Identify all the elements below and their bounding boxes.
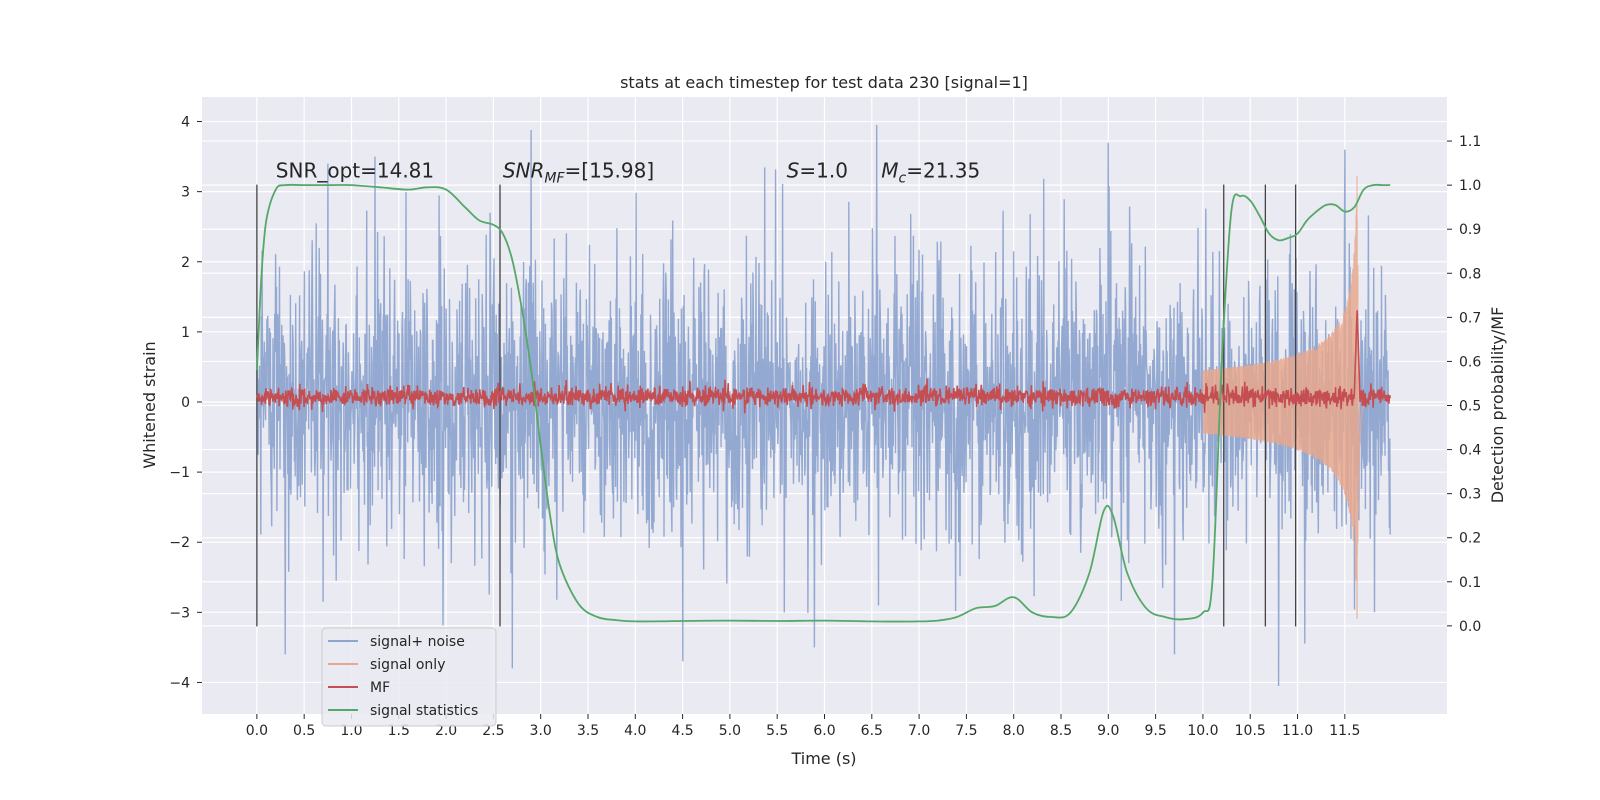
legend: signal+ noise signal only MF signal statist…: [321, 627, 497, 727]
x-tick-label: 2.5: [482, 723, 504, 739]
y-right-tick-label: 0.4: [1459, 443, 1481, 459]
y-right-tick-label: 0.6: [1459, 354, 1481, 370]
x-tick-label: 10.0: [1187, 723, 1218, 739]
signal-statistics-line: [255, 183, 1391, 623]
legend-label: signal only: [370, 657, 445, 673]
legend-label: signal statistics: [370, 703, 478, 719]
x-tick-label: 8.0: [1003, 723, 1025, 739]
x-axis-ticks: 0.0 0.5 1.0 1.5 2.0 2.5 3.0 3.5 4.0 4.5 5.0 5.5 6.0 6…: [246, 714, 1360, 739]
x-tick-label: 11.5: [1329, 723, 1360, 739]
y-right-tick-label: 0.0: [1459, 619, 1481, 635]
y-tick-label: 4: [181, 115, 190, 131]
legend-box: [321, 627, 497, 727]
y-axis-right-label: Detection probability/MF: [1488, 307, 1507, 504]
signal-only-series: [1202, 175, 1365, 619]
y-right-tick-label: 1.1: [1459, 134, 1481, 150]
y-tick-label: 1: [181, 325, 190, 341]
x-tick-label: 11.0: [1282, 723, 1313, 739]
mf-line: [256, 310, 1391, 414]
x-tick-label: 8.5: [1050, 723, 1072, 739]
annotation-text: Mc=21.35: [881, 159, 980, 187]
y-axis-left-ticks: −4 −3 −2 −1 0 1 2 3 4: [169, 115, 202, 691]
y-axis-label: Whitened strain: [140, 341, 159, 468]
y-right-tick-label: 0.7: [1459, 310, 1481, 326]
x-tick-label: 1.5: [388, 723, 410, 739]
legend-label: signal+ noise: [370, 634, 465, 650]
x-axis-label: Time (s): [790, 749, 856, 768]
x-tick-label: 5.5: [766, 723, 788, 739]
x-tick-label: 4.5: [671, 723, 693, 739]
x-tick-label: 7.0: [908, 723, 930, 739]
y-right-tick-label: 1.0: [1459, 178, 1481, 194]
x-tick-label: 10.5: [1235, 723, 1266, 739]
x-tick-label: 0.5: [293, 723, 315, 739]
x-tick-label: 1.0: [340, 723, 362, 739]
x-tick-label: 3.5: [577, 723, 599, 739]
x-tick-label: 6.0: [813, 723, 835, 739]
x-tick-label: 7.5: [955, 723, 977, 739]
x-tick-label: 5.0: [719, 723, 741, 739]
y-right-tick-label: 0.5: [1459, 399, 1481, 415]
y-tick-label: −3: [169, 605, 190, 621]
chart-title: stats at each timestep for test data 230…: [620, 73, 1028, 92]
annotations: SNR_opt=14.81 SNRMF=[15.98] S=1.0 Mc=21.35: [276, 159, 980, 187]
x-tick-label: 9.0: [1097, 723, 1119, 739]
x-tick-label: 4.0: [624, 723, 646, 739]
y-tick-label: −4: [169, 675, 190, 691]
signal-statistics-series: [255, 183, 1391, 623]
y-axis-right-ticks: 0.0 0.1 0.2 0.3 0.4 0.5 0.6 0.7 0.8 0.9 1.0 1.1: [1447, 134, 1481, 635]
y-tick-label: −2: [169, 535, 190, 551]
y-right-tick-label: 0.1: [1459, 575, 1481, 591]
y-tick-label: 2: [181, 255, 190, 271]
annotation-text: SNRMF=[15.98]: [503, 159, 654, 187]
y-tick-label: 0: [181, 395, 190, 411]
y-tick-label: −1: [169, 465, 190, 481]
x-tick-label: 0.0: [246, 723, 268, 739]
x-tick-label: 2.0: [435, 723, 457, 739]
annotation-text: SNR_opt=14.81: [276, 159, 434, 183]
x-tick-label: 9.5: [1144, 723, 1166, 739]
y-right-tick-label: 0.8: [1459, 266, 1481, 282]
y-right-tick-label: 0.2: [1459, 531, 1481, 547]
y-right-tick-label: 0.9: [1459, 222, 1481, 238]
legend-label: MF: [370, 680, 390, 696]
x-tick-label: 6.5: [861, 723, 883, 739]
x-tick-label: 3.0: [530, 723, 552, 739]
annotation-text: S=1.0: [787, 159, 848, 183]
y-tick-label: 3: [181, 185, 190, 201]
mf-series: [256, 310, 1391, 414]
y-right-tick-label: 0.3: [1459, 487, 1481, 503]
signal-only-line: [1202, 175, 1365, 619]
